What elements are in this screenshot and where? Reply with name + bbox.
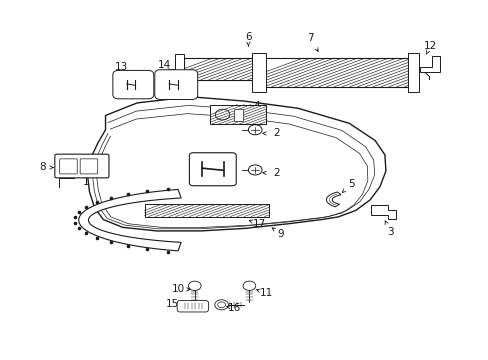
Polygon shape	[251, 53, 266, 92]
Polygon shape	[407, 53, 418, 92]
Text: 2: 2	[272, 129, 279, 138]
Text: 2: 2	[272, 168, 279, 178]
Text: 17: 17	[252, 219, 265, 229]
Text: 10: 10	[172, 284, 185, 294]
Polygon shape	[370, 205, 395, 220]
FancyBboxPatch shape	[189, 153, 236, 186]
FancyBboxPatch shape	[155, 70, 197, 99]
FancyBboxPatch shape	[55, 154, 109, 178]
Text: 7: 7	[306, 33, 313, 43]
Polygon shape	[79, 189, 181, 251]
Text: 11: 11	[259, 288, 272, 298]
Polygon shape	[174, 54, 183, 83]
Text: 4: 4	[253, 102, 260, 112]
FancyBboxPatch shape	[113, 71, 154, 99]
Text: 16: 16	[228, 303, 241, 314]
FancyBboxPatch shape	[60, 159, 77, 174]
Polygon shape	[419, 56, 439, 72]
Polygon shape	[183, 58, 266, 80]
Text: 3: 3	[386, 227, 393, 237]
Text: 9: 9	[277, 229, 284, 239]
Text: 12: 12	[423, 41, 436, 50]
Text: 13: 13	[115, 62, 128, 72]
Polygon shape	[326, 192, 341, 207]
FancyBboxPatch shape	[233, 109, 242, 121]
Text: 6: 6	[244, 32, 251, 41]
FancyBboxPatch shape	[177, 301, 208, 312]
Text: 15: 15	[165, 299, 179, 309]
Polygon shape	[264, 58, 407, 87]
Polygon shape	[210, 105, 266, 125]
Polygon shape	[87, 97, 385, 231]
Text: 5: 5	[348, 179, 354, 189]
Text: 1: 1	[82, 177, 89, 187]
FancyBboxPatch shape	[80, 159, 98, 174]
Polygon shape	[144, 204, 268, 217]
Text: 14: 14	[157, 60, 170, 70]
Text: 8: 8	[39, 162, 46, 172]
